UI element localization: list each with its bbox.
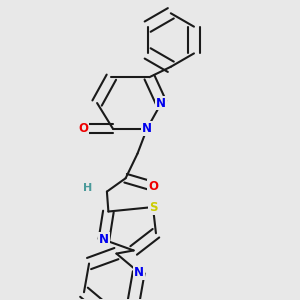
Text: N: N [134,266,144,279]
Text: O: O [78,122,88,135]
Text: S: S [149,201,157,214]
Text: N: N [142,122,152,135]
Text: N: N [156,97,166,110]
Text: O: O [148,180,158,193]
Text: H: H [83,183,92,193]
Text: N: N [99,233,109,246]
